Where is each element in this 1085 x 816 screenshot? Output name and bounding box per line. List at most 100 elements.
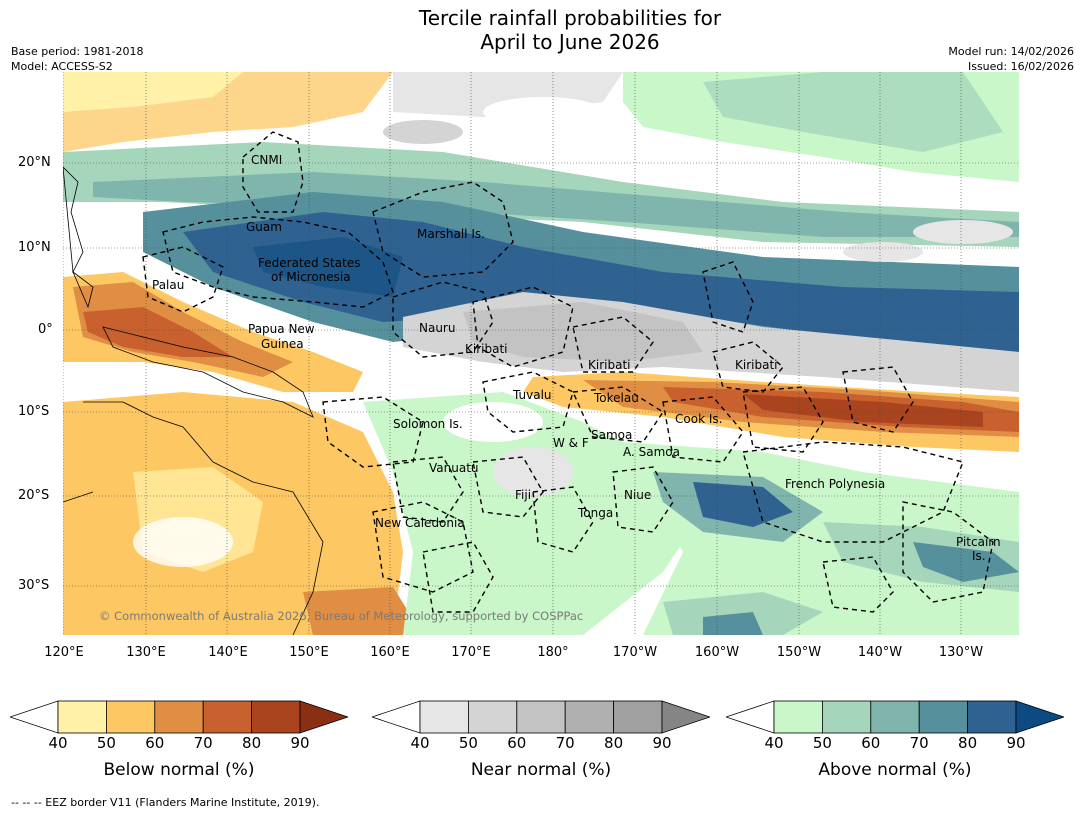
lat-label-20s: 20°S	[18, 488, 50, 503]
label-pitcairn-2: Is.	[972, 549, 986, 563]
model-run: Model run: 14/02/2026	[948, 45, 1074, 58]
label-png-2: Guinea	[261, 337, 304, 351]
lon-label-150e: 150°E	[289, 645, 329, 660]
lon-label-170w: 170°W	[612, 645, 658, 660]
colorbar-segment	[870, 700, 920, 734]
forecast-map[interactable]: CNMI Guam Marshall Is. Federated States …	[63, 72, 1019, 635]
model-name: Model: ACCESS-S2	[11, 60, 113, 73]
colorbar-tick-label: 40	[410, 734, 430, 752]
lon-label-120e: 120°E	[44, 645, 84, 660]
base-period: Base period: 1981-2018	[11, 45, 144, 58]
lon-label-140w: 140°W	[857, 645, 903, 660]
lon-label-170e: 170°E	[451, 645, 491, 660]
label-nauru: Nauru	[419, 321, 455, 335]
colorbar-tick-label: 80	[958, 734, 978, 752]
lat-label-20n: 20°N	[18, 155, 51, 170]
label-french-polynesia: French Polynesia	[785, 477, 885, 491]
colorbar-segment	[613, 700, 663, 734]
lat-label-10s: 10°S	[18, 404, 50, 419]
lon-label-130w: 130°W	[938, 645, 984, 660]
colorbar-tick-label: 50	[458, 734, 478, 752]
colorbar-tick-label: 70	[555, 734, 575, 752]
colorbar-tick-label: 70	[193, 734, 213, 752]
lat-label-30s: 30°S	[18, 578, 50, 593]
colorbar-tick-label: 70	[909, 734, 929, 752]
label-wf: W & F	[553, 436, 589, 450]
lat-label-0: 0°	[38, 322, 53, 337]
colorbar-segment	[564, 700, 614, 734]
issued-date: Issued: 16/02/2026	[967, 60, 1074, 73]
map-canvas: CNMI Guam Marshall Is. Federated States …	[63, 72, 1019, 635]
colorbar-tick-label: 50	[812, 734, 832, 752]
label-tonga: Tonga	[577, 506, 613, 520]
colorbar-tick-label: 80	[604, 734, 624, 752]
title-line-1: Tercile rainfall probabilities for	[418, 6, 722, 30]
lon-label-140e: 140°E	[208, 645, 248, 660]
label-asamoa: A. Samoa	[623, 445, 680, 459]
lon-label-130e: 130°E	[126, 645, 166, 660]
colorbar-segment	[106, 700, 156, 734]
colorbar-segment	[918, 700, 968, 734]
colorbar-svg	[8, 700, 350, 734]
colorbar-tick-label: 80	[242, 734, 262, 752]
label-fsm-1: Federated States	[258, 256, 360, 270]
colorbar-segment	[822, 700, 872, 734]
label-tokelau: Tokelau	[593, 391, 639, 405]
label-new-caledonia: New Caledonia	[375, 516, 465, 530]
colorbar-title-above: Above normal (%)	[818, 760, 972, 780]
colorbar-segment	[57, 700, 107, 734]
copyright-notice: © Commonwealth of Australia 2026, Bureau…	[99, 609, 583, 623]
colorbar-tick-label: 50	[96, 734, 116, 752]
colorbar-extend-low	[370, 700, 421, 734]
label-kiribati-e: Kiribati	[735, 358, 777, 372]
label-fiji: Fiji	[515, 488, 531, 502]
eez-footnote: -- -- -- EEZ border V11 (Flanders Marine…	[11, 796, 320, 809]
meta-left: Base period: 1981-2018 Model: ACCESS-S2	[11, 44, 143, 74]
colorbar-extend-high	[1015, 700, 1066, 734]
colorbar-title-near: Near normal (%)	[470, 760, 612, 780]
colorbar-below-normal	[8, 700, 350, 734]
colorbar-segment	[202, 700, 252, 734]
label-kiribati-w: Kiribati	[465, 342, 507, 356]
colorbar-tick-label: 90	[290, 734, 310, 752]
label-fsm-2: of Micronesia	[271, 270, 351, 284]
colorbar-extend-high	[661, 700, 712, 734]
colorbar-title-below: Below normal (%)	[103, 760, 255, 780]
colorbar-extend-low	[724, 700, 775, 734]
title-line-2: April to June 2026	[480, 30, 660, 54]
colorbar-tick-label: 90	[1006, 734, 1026, 752]
label-cnmi: CNMI	[251, 153, 282, 167]
label-vanuatu: Vanuatu	[429, 461, 479, 475]
lon-label-150w: 150°W	[776, 645, 822, 660]
colorbar-tick-label: 90	[652, 734, 672, 752]
colorbar-above-normal	[724, 700, 1066, 734]
colorbar-near-normal	[370, 700, 712, 734]
label-guam: Guam	[246, 220, 282, 234]
colorbar-tick-label: 60	[507, 734, 527, 752]
lon-label-180: 180°	[537, 645, 569, 660]
label-palau: Palau	[152, 278, 184, 292]
colorbar-segment	[419, 700, 469, 734]
colorbar-segment	[967, 700, 1017, 734]
lat-label-10n: 10°N	[18, 240, 51, 255]
colorbar-tick-label: 60	[861, 734, 881, 752]
label-pitcairn-1: Pitcairn	[956, 535, 1001, 549]
colorbar-extend-high	[299, 700, 350, 734]
colorbar-segment	[251, 700, 301, 734]
colorbar-segment	[468, 700, 518, 734]
label-samoa: Samoa	[591, 428, 632, 442]
label-png-1: Papua New	[248, 322, 315, 336]
lon-label-160e: 160°E	[370, 645, 410, 660]
colorbar-segment	[516, 700, 566, 734]
meta-right: Model run: 14/02/2026 Issued: 16/02/2026	[948, 44, 1074, 74]
label-niue: Niue	[624, 488, 651, 502]
colorbar-svg	[370, 700, 712, 734]
label-tuvalu: Tuvalu	[512, 388, 552, 402]
label-marshall: Marshall Is.	[417, 227, 485, 241]
label-kiribati-c: Kiribati	[588, 358, 630, 372]
label-cook: Cook Is.	[675, 412, 722, 426]
colorbar-tick-label: 60	[145, 734, 165, 752]
map-title: Tercile rainfall probabilities for April…	[0, 6, 1085, 54]
colorbar-tick-label: 40	[764, 734, 784, 752]
colorbar-tick-label: 40	[48, 734, 68, 752]
